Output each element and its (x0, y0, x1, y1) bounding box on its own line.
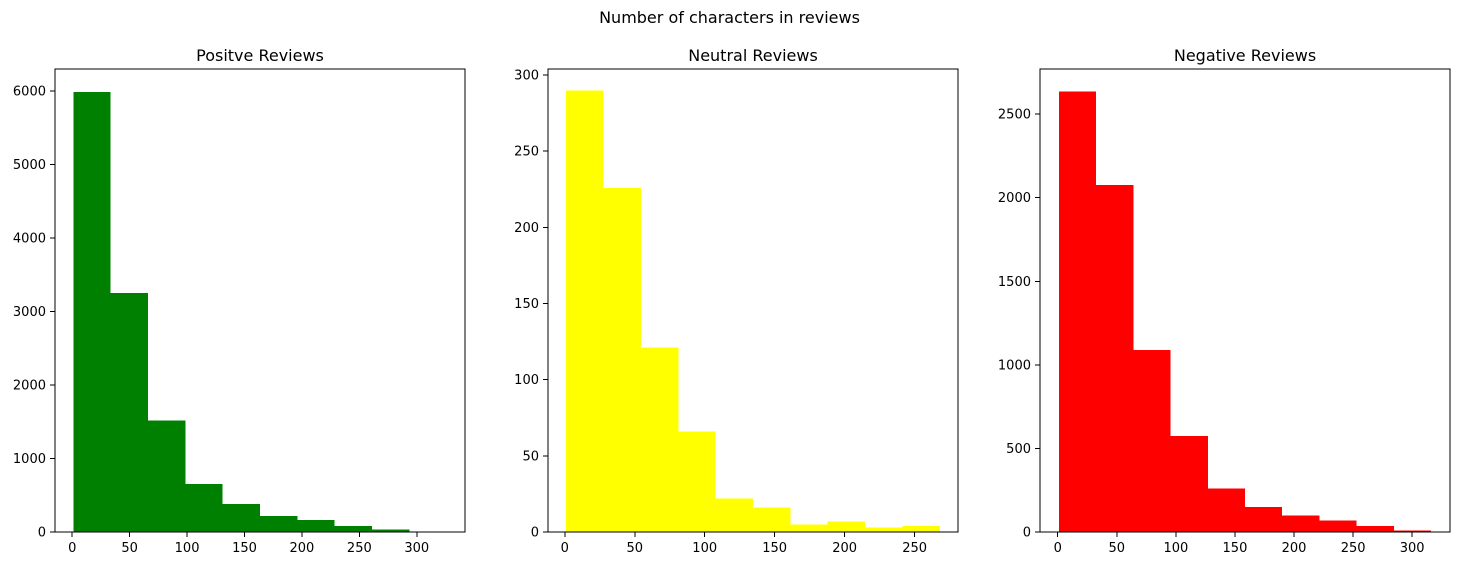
y-tick-label: 5000 (13, 158, 46, 173)
bar-negative-3 (1170, 435, 1208, 532)
bar-neutral-2 (640, 347, 679, 532)
bar-negative-4 (1207, 488, 1245, 532)
panel-title-negative: Negative Reviews (1174, 46, 1316, 65)
bar-positive-3 (185, 484, 223, 532)
x-tick-label: 250 (1341, 541, 1366, 556)
x-tick-label: 100 (175, 541, 200, 556)
bar-negative-0 (1058, 91, 1097, 533)
bar-neutral-3 (678, 431, 716, 532)
bar-positive-0 (73, 91, 111, 533)
x-tick-label: 150 (232, 541, 257, 556)
axes-frame-neutral (547, 68, 959, 533)
bar-neutral-9 (902, 525, 940, 532)
bar-negative-7 (1319, 520, 1357, 532)
x-tick-label: 50 (121, 541, 138, 556)
bar-neutral-0 (566, 90, 604, 533)
bar-negative-5 (1245, 506, 1283, 532)
y-tick-label: 150 (514, 297, 539, 312)
panel-positive: 0 50 100 150 200 250 3000100020003000400050006… (13, 46, 466, 556)
bar-positive-5 (260, 516, 298, 532)
figure-title: Number of characters in reviews (599, 8, 860, 27)
bar-positive-4 (222, 504, 260, 532)
y-tick-label: 1500 (998, 275, 1031, 290)
bar-neutral-4 (715, 498, 753, 532)
y-tick-label: 2000 (13, 379, 46, 394)
bar-positive-6 (297, 520, 335, 532)
bar-positive-1 (110, 293, 149, 532)
x-tick-label: 0 (1054, 541, 1062, 556)
panel-neutral: 0 50 100 150 200 250 0 50 100 150 200 250 300 Neutral… (514, 46, 959, 556)
y-tick-label: 2500 (998, 108, 1031, 123)
bar-positive-7 (334, 526, 372, 532)
y-tick-label: 0 (1023, 526, 1031, 541)
x-tick-label: 100 (1163, 541, 1188, 556)
panel-title-neutral: Neutral Reviews (688, 46, 818, 65)
bar-neutral-8 (865, 527, 903, 532)
y-tick-label: 50 (522, 449, 539, 464)
bar-negative-8 (1356, 526, 1394, 532)
y-tick-label: 300 (514, 69, 539, 84)
y-tick-label: 0 (38, 526, 46, 541)
y-tick-label: 100 (514, 373, 539, 388)
panel-negative: 0 50 100 150 200 250 300 0 500 1000 1500 2000 2500 Ne… (998, 46, 1451, 556)
bar-neutral-6 (790, 524, 828, 532)
x-tick-label: 150 (1223, 541, 1248, 556)
x-tick-label: 0 (561, 541, 569, 556)
x-tick-label: 250 (347, 541, 372, 556)
x-tick-label: 200 (832, 541, 857, 556)
x-tick-label: 0 (68, 541, 76, 556)
bar-negative-9 (1393, 530, 1432, 532)
y-tick-label: 200 (514, 221, 539, 236)
y-tick-label: 4000 (13, 232, 46, 247)
bar-negative-2 (1133, 349, 1171, 532)
bar-negative-1 (1096, 185, 1134, 532)
x-tick-label: 150 (762, 541, 787, 556)
axes-frame-positive (54, 68, 466, 533)
bar-neutral-5 (753, 507, 791, 532)
x-tick-label: 200 (1282, 541, 1307, 556)
bar-positive-8 (371, 529, 410, 532)
bar-positive-2 (148, 420, 186, 532)
bar-neutral-1 (603, 187, 641, 532)
y-tick-label: 500 (1006, 442, 1031, 457)
x-tick-label: 250 (902, 541, 927, 556)
axes-frame-negative (1039, 68, 1451, 533)
bar-negative-6 (1282, 515, 1320, 532)
x-tick-label: 300 (404, 541, 429, 556)
y-tick-label: 2000 (998, 191, 1031, 206)
y-tick-label: 1000 (998, 358, 1031, 373)
x-tick-label: 100 (692, 541, 717, 556)
panel-title-positive: Positve Reviews (196, 46, 324, 65)
bar-neutral-7 (827, 521, 866, 532)
x-tick-label: 300 (1400, 541, 1425, 556)
y-tick-label: 250 (514, 145, 539, 160)
x-tick-label: 200 (290, 541, 315, 556)
y-tick-label: 6000 (13, 85, 46, 100)
x-tick-label: 50 (626, 541, 643, 556)
y-tick-label: 0 (531, 526, 539, 541)
x-tick-label: 50 (1109, 541, 1126, 556)
y-tick-label: 1000 (13, 452, 46, 467)
y-tick-label: 3000 (13, 305, 46, 320)
